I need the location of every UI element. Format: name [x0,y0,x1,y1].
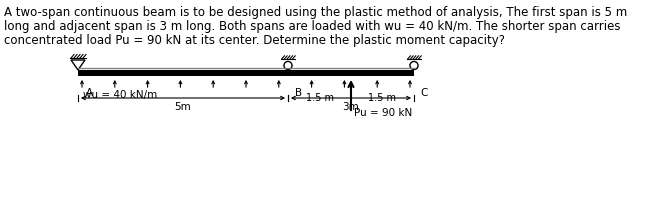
Text: 5m: 5m [174,102,191,112]
Bar [78,70,414,76]
Text: 1.5 m: 1.5 m [369,93,397,103]
Text: Pu = 90 kN: Pu = 90 kN [354,108,412,118]
Text: A two-span continuous beam is to be designed using the plastic method of analysi: A two-span continuous beam is to be desi… [4,6,627,19]
Text: B: B [295,88,302,98]
Text: long and adjacent span is 3 m long. Both spans are loaded with wu = 40 kN/m. The: long and adjacent span is 3 m long. Both… [4,20,621,33]
Text: 1.5 m: 1.5 m [305,93,334,103]
Text: A: A [86,88,93,98]
Text: 3m: 3m [343,102,360,112]
Text: C: C [420,88,428,98]
Text: concentrated load Pu = 90 kN at its center. Determine the plastic moment capacit: concentrated load Pu = 90 kN at its cent… [4,34,505,47]
Text: wu = 40 kN/m: wu = 40 kN/m [83,90,157,100]
